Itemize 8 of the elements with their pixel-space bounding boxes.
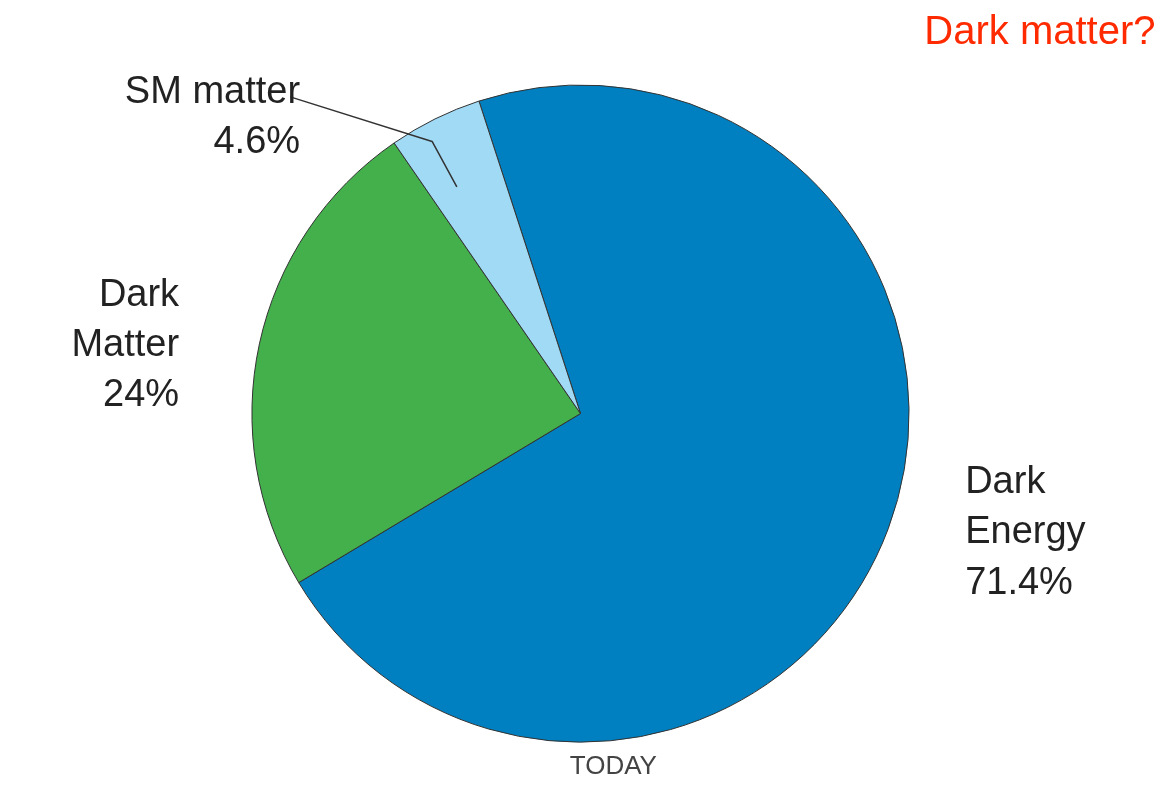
slice-label: Dark Energy <box>965 458 1086 552</box>
slice-label: SM matter <box>124 68 301 111</box>
slice-label: Dark Matter <box>71 271 181 364</box>
data-label: 24% <box>103 372 180 415</box>
chart-title: Dark matter? <box>924 7 1156 52</box>
text: TODAY <box>569 749 657 780</box>
data-label: 4.6% <box>213 118 301 161</box>
data-label: 71.4% <box>965 559 1073 602</box>
